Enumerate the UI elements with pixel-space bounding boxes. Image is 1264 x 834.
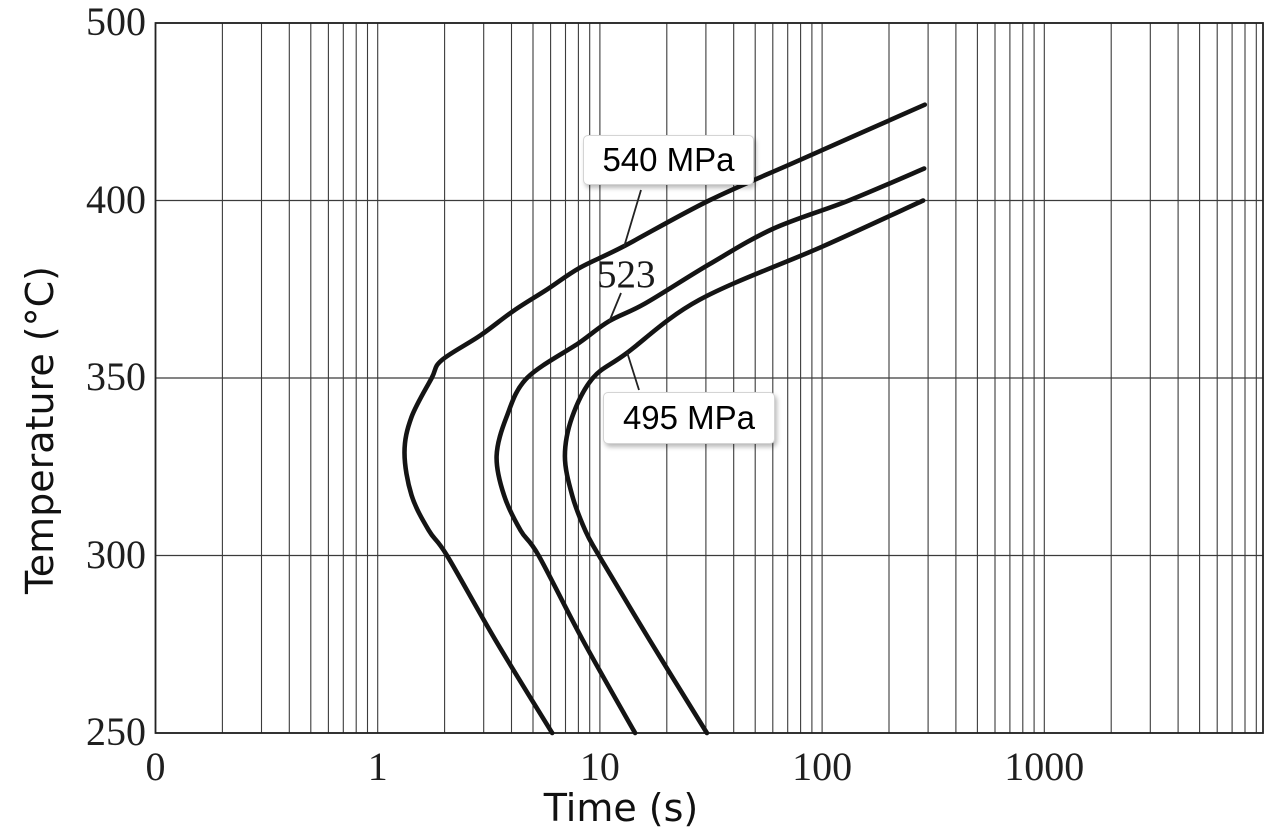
x-tick-label: 10 bbox=[579, 744, 620, 789]
leader-line bbox=[623, 189, 642, 248]
y-tick-label: 250 bbox=[86, 709, 146, 754]
curve-495-mpa bbox=[562, 198, 926, 736]
gridlines bbox=[154, 22, 1263, 734]
plot-border bbox=[154, 22, 1264, 734]
x-axis-title: Time (s) bbox=[543, 786, 699, 830]
curves bbox=[402, 102, 928, 736]
x-tick-label: 1 bbox=[367, 744, 388, 789]
annotation-leader-lines bbox=[608, 189, 642, 391]
y-tick-label: 350 bbox=[86, 354, 146, 399]
leader-line bbox=[626, 351, 640, 391]
y-tick-label: 400 bbox=[86, 176, 146, 222]
y-tick-label: 300 bbox=[86, 531, 146, 577]
curve-label-495mpa: 495 MPa bbox=[603, 392, 775, 444]
x-tick-label: 1000 bbox=[1004, 744, 1085, 789]
x-tick-label: 100 bbox=[792, 744, 853, 789]
curve-label-540mpa: 540 MPa bbox=[583, 135, 754, 185]
plot-frame bbox=[154, 22, 1264, 734]
y-tick-label: 500 bbox=[86, 0, 146, 44]
leader-line bbox=[608, 292, 622, 323]
x-tick-label: 0 bbox=[145, 744, 166, 789]
curve-540-mpa bbox=[402, 102, 928, 736]
curve-523 bbox=[494, 166, 927, 736]
curve-label-523: 523 bbox=[597, 253, 656, 296]
